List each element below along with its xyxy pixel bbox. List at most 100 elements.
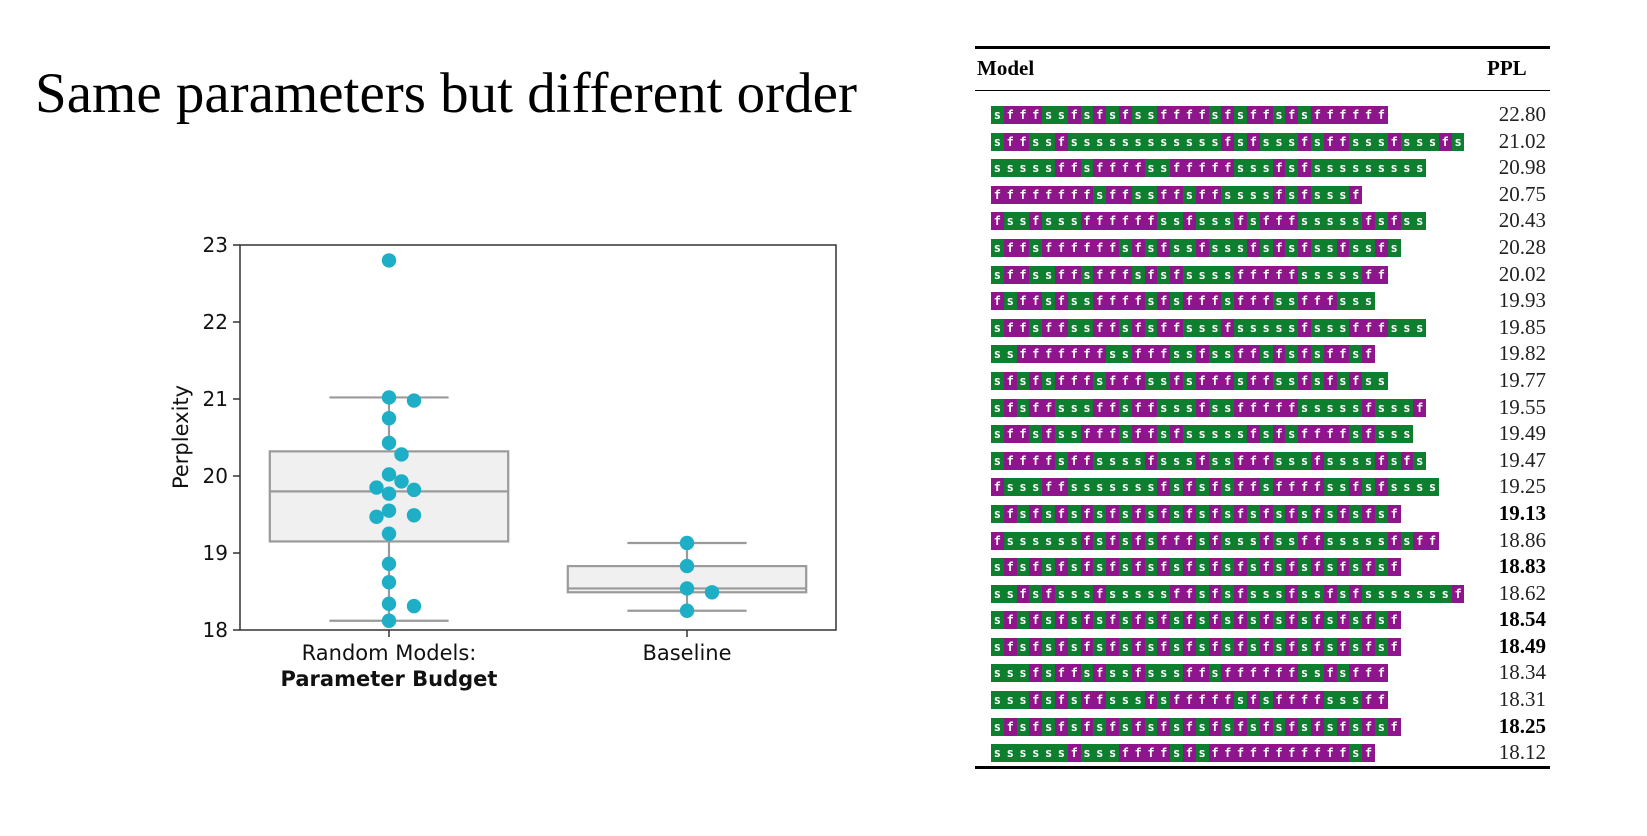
ppl-value: 19.77 <box>1498 367 1546 392</box>
table-row: s f s f s f s f s f s f s f s f s f s f s f s f s f s f s f s f 18.25 <box>975 714 1550 741</box>
x-tick-label: Baseline <box>642 641 731 665</box>
y-tick-label: 22 <box>203 310 228 334</box>
data-point <box>394 474 409 489</box>
table-row: s f f s f s s f f f s f f s f s s s s s f s f s f f f f s f s s s 19.49 <box>975 421 1550 448</box>
data-point <box>406 508 422 523</box>
ppl-value: 19.85 <box>1498 314 1546 339</box>
table-row: s f f s s f f s f f f s f s f s s s s f f f f f s s s s s f f 20.02 <box>975 262 1550 289</box>
ppl-value: 19.93 <box>1498 288 1546 313</box>
table-row: s f f s s f s s s s s s s s s s s s f s f s s s f s f f s s s f s s s f s 21.… <box>975 129 1550 156</box>
table-bottom-rule <box>975 766 1550 769</box>
data-point <box>406 482 422 498</box>
table-row: s s s s s f f s f f f f s s f f f f f s s s f s f s s s s s s s s s 20.98 <box>975 155 1550 182</box>
data-point <box>679 535 695 551</box>
ppl-value: 20.02 <box>1498 261 1546 286</box>
data-point <box>381 503 397 518</box>
data-point <box>381 613 397 628</box>
ppl-value: 18.49 <box>1498 633 1546 658</box>
ppl-value: 19.49 <box>1498 421 1546 446</box>
ppl-value: 19.55 <box>1498 394 1546 419</box>
plot-area <box>268 253 808 628</box>
slide-title: Same parameters but different order <box>35 62 857 125</box>
data-point <box>369 480 384 495</box>
data-point <box>381 596 397 612</box>
data-point <box>381 467 397 482</box>
table-row: s f f s f f f f f f s f s f s s f s s s f s f s f s s f s s f s 20.28 <box>975 235 1550 262</box>
table-row: s f s f s f s f s f s f s f s f s f s f s f s f s f s f s f s f 18.54 <box>975 607 1550 634</box>
data-point <box>381 486 397 501</box>
table-row: s s f s f s s s f s s s s s f f s f s f s s s f s s f s f s s s s s s s f 18.… <box>975 581 1550 608</box>
ppl-value: 21.02 <box>1498 128 1546 153</box>
ppl-value: 20.98 <box>1498 155 1546 180</box>
ppl-value: 20.75 <box>1498 181 1546 206</box>
y-tick-label: 21 <box>203 387 228 411</box>
data-point <box>679 558 695 574</box>
table-row: s s f f f f f f f s s f f f s s f s s f f s f s f s f f s f 19.82 <box>975 341 1550 368</box>
ppl-value: 18.34 <box>1498 660 1546 685</box>
y-axis-label: Perplexity <box>169 385 193 489</box>
box-plot: Perplexity 18 19 20 21 22 23 Random Models:Par… <box>169 233 837 691</box>
data-point <box>381 575 397 590</box>
data-point <box>704 585 720 600</box>
table-row: s f s f s f f f s f f f s s f s f f f s f f s s f s f s f s s 19.77 <box>975 368 1550 395</box>
table-row: s s s f s f s f f s s s f s f f f f f s f s f f f f s s s f f 18.31 <box>975 687 1550 714</box>
table-row: f s s s s s s f s f s f s f f f s f s s s f s s f f s s s s s f s f f 18.86 <box>975 528 1550 555</box>
data-point <box>394 447 409 462</box>
ppl-value: 19.13 <box>1498 500 1546 525</box>
axes: 18 19 20 21 22 23 Random Models:Parameter Budg… <box>203 233 732 691</box>
table-row: s f s f s f s f s f s f s f s f s f s f s f s f s f s f s f s f 18.83 <box>975 554 1550 581</box>
model-column-header: Model <box>977 56 1035 80</box>
ppl-value: 20.43 <box>1498 208 1546 233</box>
ppl-value: 18.25 <box>1498 713 1546 738</box>
table-row: s f f s f f s s f f s f s f f s s s f s s s s s f s s s f f f s s s 19.85 <box>975 315 1550 342</box>
table-top-rule <box>975 46 1550 49</box>
table-row: s s s s s s f s s s f f f f s f s f f f f f f f f f f f s f 18.12 <box>975 740 1550 767</box>
data-point <box>406 393 422 408</box>
data-point <box>369 509 384 525</box>
data-point <box>381 435 397 451</box>
ppl-value: 19.25 <box>1498 474 1546 499</box>
table-row: f f f f f f f f s f f s s f f s f f s s s s f s f s s s f 20.75 <box>975 182 1550 209</box>
data-point <box>381 411 397 426</box>
ppl-value: 18.62 <box>1498 580 1546 605</box>
ppl-value: 18.12 <box>1498 740 1546 765</box>
data-point <box>679 603 695 618</box>
table-row: s f s f s f s f s f s f s f s f s f s f s f s f s f s f s f s f 19.13 <box>975 501 1550 528</box>
y-tick-label: 18 <box>203 618 228 642</box>
x-tick-sublabel: Parameter Budget <box>281 667 498 691</box>
table-header-rule <box>975 90 1550 91</box>
ppl-column-header: PPL <box>1487 56 1527 80</box>
table-row: f s f f s f s s f f f f s f s f f f s f f f s s f f f s s s 19.93 <box>975 288 1550 315</box>
data-point <box>406 598 422 614</box>
table-row: f s s f s s s f f f f f f s s f s s s f s f f f s s s s s f s f s s 20.43 <box>975 208 1550 235</box>
plot-frame <box>239 244 837 631</box>
y-tick-label: 19 <box>203 541 228 565</box>
table-row: s f s f s f s f s f s f s f s f s f s f s f s f s f s f s f s f 18.49 <box>975 634 1550 661</box>
ppl-value: 18.31 <box>1498 687 1546 712</box>
table-row: s f f f f s f f s s s s f s s s f s s f f f s s s f s s s s f s f s 19.47 <box>975 448 1550 475</box>
data-point <box>381 556 397 571</box>
ppl-value: 22.80 <box>1498 102 1546 126</box>
table-row: s s s f s f f s f s s f s s s f f s f f f f f f s s f s f f f 18.34 <box>975 660 1550 687</box>
